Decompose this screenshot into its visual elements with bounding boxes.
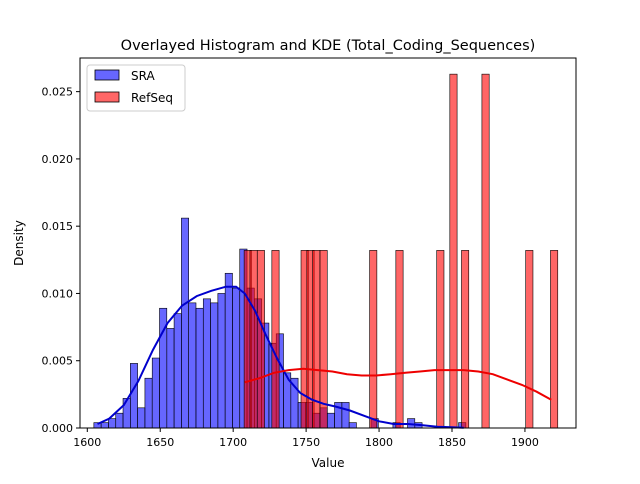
refseq-bar-14 bbox=[525, 250, 534, 429]
sra-bar-32 bbox=[326, 412, 335, 429]
sra-bar-12 bbox=[181, 217, 189, 429]
sra-bar-7 bbox=[144, 377, 153, 429]
x-tick-label-1600: 1600 bbox=[73, 436, 101, 449]
y-axis-label: Density bbox=[12, 220, 26, 266]
x-tick-label-1650: 1650 bbox=[146, 436, 174, 449]
sra-bar-10 bbox=[166, 328, 175, 429]
sra-bar-19 bbox=[232, 287, 241, 429]
refseq-kde-line bbox=[244, 367, 552, 401]
plot-frame bbox=[79, 57, 577, 429]
y-tick-label-0.000: 0.000 bbox=[42, 422, 74, 435]
sra-bar-14 bbox=[195, 307, 204, 429]
x-tick-label-1750: 1750 bbox=[292, 436, 320, 449]
refseq-bar-7 bbox=[319, 250, 328, 429]
refseq-bar-12 bbox=[461, 250, 470, 429]
sra-bars bbox=[93, 217, 467, 429]
y-tick-label-0.020: 0.020 bbox=[42, 153, 74, 166]
sra-bar-3 bbox=[115, 412, 124, 429]
sra-bar-17 bbox=[217, 293, 226, 429]
sra-bar-2 bbox=[108, 418, 117, 429]
refseq-bar-2 bbox=[256, 250, 265, 429]
sra-bar-16 bbox=[210, 302, 219, 429]
y-tick-label-0.015: 0.015 bbox=[42, 220, 74, 233]
sra-bar-35 bbox=[348, 422, 357, 429]
refseq-bar-8 bbox=[369, 250, 378, 429]
refseq-bar-3 bbox=[271, 250, 280, 429]
refseq-bar-10 bbox=[436, 250, 445, 429]
y-tick-label-0.005: 0.005 bbox=[42, 355, 74, 368]
x-tick-label-1850: 1850 bbox=[438, 436, 466, 449]
sra-bar-8 bbox=[151, 357, 160, 429]
x-tick-label-1700: 1700 bbox=[219, 436, 247, 449]
legend-label-refseq: RefSeq bbox=[131, 91, 173, 105]
x-tick-label-1900: 1900 bbox=[511, 436, 539, 449]
x-axis-ticks: 1600 1650 1700 1750 1800 1850 1900 bbox=[73, 428, 539, 449]
x-axis-label: Value bbox=[312, 456, 345, 470]
sra-bar-1 bbox=[100, 422, 109, 429]
chart-title: Overlayed Histogram and KDE (Total_Codin… bbox=[121, 38, 536, 54]
refseq-bar-15 bbox=[550, 250, 559, 429]
sra-bar-6 bbox=[137, 407, 146, 429]
y-axis-ticks: 0.000 0.005 0.010 0.015 0.020 0.025 bbox=[42, 86, 80, 435]
sra-bar-15 bbox=[202, 298, 211, 429]
refseq-bars bbox=[243, 73, 559, 429]
refseq-bar-11 bbox=[449, 73, 458, 429]
sra-bar-11 bbox=[173, 313, 182, 429]
y-tick-label-0.025: 0.025 bbox=[42, 86, 74, 99]
sra-kde-line bbox=[97, 285, 464, 429]
refseq-bar-13 bbox=[481, 73, 490, 429]
legend-label-sra: SRA bbox=[131, 69, 155, 83]
refseq-bar-1 bbox=[249, 250, 258, 429]
sra-bar-13 bbox=[188, 302, 197, 429]
legend-swatch-sra bbox=[94, 69, 120, 81]
x-tick-label-1800: 1800 bbox=[365, 436, 393, 449]
sra-bar-18 bbox=[224, 272, 233, 429]
sra-bar-34 bbox=[341, 402, 350, 429]
legend-swatch-refseq bbox=[94, 91, 120, 103]
y-tick-label-0.010: 0.010 bbox=[42, 287, 74, 300]
legend: SRA RefSeq bbox=[86, 64, 186, 112]
refseq-bar-9 bbox=[395, 250, 404, 429]
sra-bar-5 bbox=[130, 363, 138, 429]
